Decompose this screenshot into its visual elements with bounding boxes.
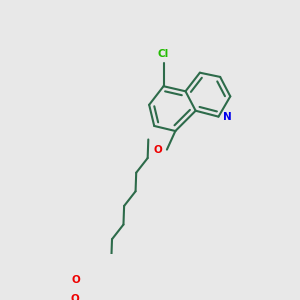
- Text: O: O: [70, 294, 79, 300]
- Text: N: N: [223, 112, 231, 122]
- Text: O: O: [154, 145, 163, 154]
- Text: Cl: Cl: [158, 49, 169, 59]
- Text: O: O: [72, 275, 80, 285]
